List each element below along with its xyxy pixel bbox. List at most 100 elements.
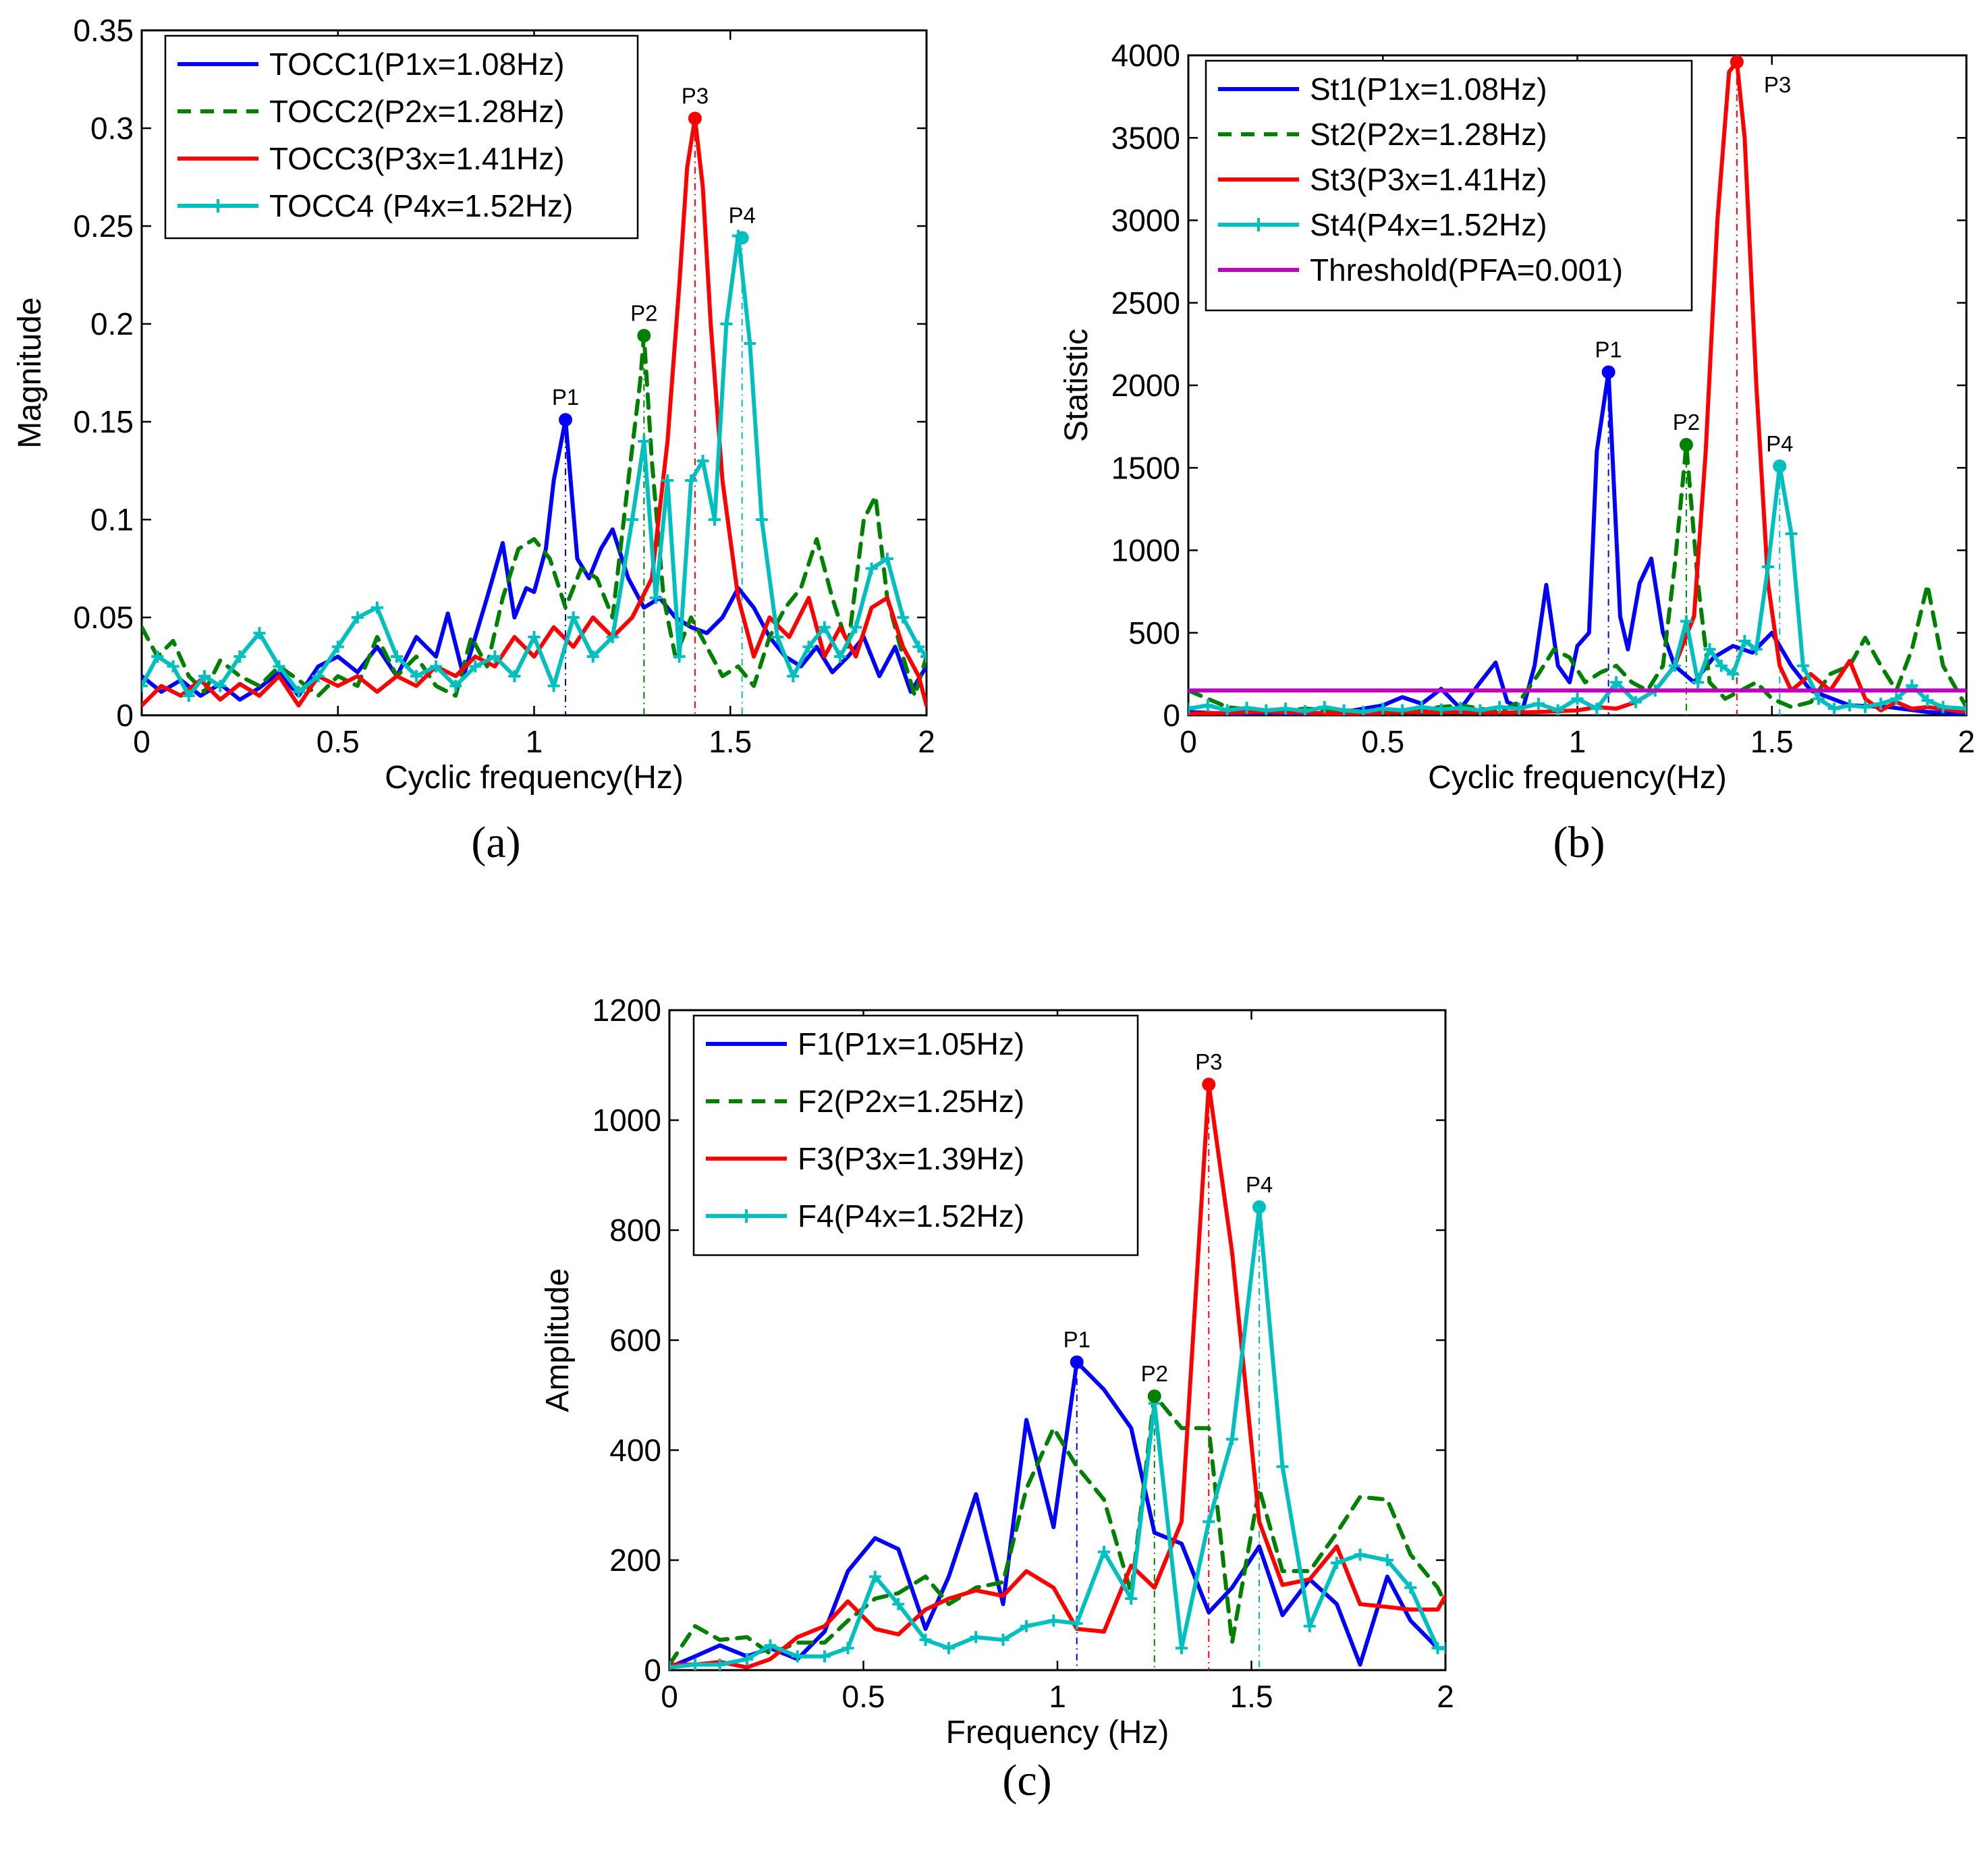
series-marker	[489, 651, 501, 663]
series-marker	[865, 562, 878, 575]
panel-label-c: (c)	[1002, 1756, 1051, 1805]
series-marker	[744, 337, 756, 350]
series-marker	[713, 1658, 726, 1670]
y-tick-label: 0.1	[90, 502, 134, 537]
series-marker	[1668, 659, 1681, 672]
series-marker	[1404, 1581, 1417, 1594]
y-tick-label: 1500	[1111, 450, 1180, 485]
series-marker	[834, 651, 847, 663]
series-marker	[787, 670, 800, 682]
series-marker	[818, 621, 831, 634]
y-axis-label: Statistic	[1059, 329, 1095, 442]
series-marker	[370, 601, 383, 614]
x-tick-label: 1	[1569, 724, 1586, 759]
peak-label-p4: P4	[1246, 1172, 1273, 1197]
peak-label-p3: P3	[682, 84, 709, 109]
legend-marker	[211, 199, 225, 213]
series-marker	[997, 1634, 1010, 1647]
series-marker	[508, 670, 521, 682]
series-marker	[214, 680, 227, 692]
peak-label-p1: P1	[1595, 337, 1622, 362]
series-marker	[586, 651, 599, 663]
series-marker	[1703, 643, 1716, 656]
series-line-3	[142, 116, 927, 708]
series-marker	[892, 1598, 905, 1611]
series-marker	[1396, 704, 1409, 715]
y-tick-label: 4000	[1111, 38, 1180, 73]
legend-marker	[1252, 218, 1265, 231]
series-marker	[1454, 702, 1467, 714]
peak-label-p3: P3	[1195, 1049, 1222, 1074]
legend-label-2: TOCC2(P2x=1.28Hz)	[269, 94, 565, 129]
series-marker	[142, 680, 148, 692]
series-group	[142, 116, 927, 708]
series-marker	[1415, 700, 1428, 713]
series-marker	[1844, 699, 1856, 712]
peak-marker-p4	[1252, 1200, 1266, 1214]
y-tick-label: 0.3	[90, 111, 134, 146]
series-marker	[819, 1650, 831, 1663]
series-marker	[696, 455, 709, 467]
series-marker	[430, 660, 443, 673]
panel-label-b: (b)	[1553, 818, 1605, 867]
series-marker	[1890, 692, 1903, 705]
y-tick-label: 1000	[592, 1103, 661, 1138]
series-marker	[1225, 1433, 1238, 1445]
series-marker	[841, 1642, 854, 1655]
chart-panel-a: 0 0.5 1 1.5 2 0 0.05 0.1 0.15 0.2 0.25 0.3 0.35 Cycli…	[12, 13, 935, 867]
series-line-2	[669, 1393, 1445, 1667]
x-tick-label: 2	[1437, 1679, 1454, 1714]
x-axis-label: Cyclic frequency(Hz)	[1428, 760, 1727, 796]
x-tick-label: 1.5	[1230, 1679, 1273, 1714]
series-marker	[897, 611, 910, 624]
series-marker	[1176, 1642, 1188, 1655]
y-tick-label: 1000	[1111, 533, 1180, 568]
series-marker	[1125, 1593, 1138, 1605]
x-tick-label: 0	[661, 1679, 678, 1714]
peak-marker-p4	[735, 231, 749, 245]
series-marker	[547, 680, 560, 692]
series-marker	[1571, 692, 1584, 705]
peak-marker-p4	[1773, 459, 1787, 473]
series-group	[669, 1082, 1445, 1670]
chart-panel-c: 0 0.5 1 1.5 2 0 200 400 600 800 1000 1200 Frequency …	[540, 993, 1454, 1805]
y-tick-label: 600	[609, 1323, 661, 1358]
y-tick-label: 0.35	[73, 13, 134, 48]
legend-label-1: St1(P1x=1.08Hz)	[1310, 72, 1547, 107]
series-marker	[606, 631, 619, 643]
series-marker	[1796, 659, 1809, 672]
series-marker	[1357, 706, 1370, 715]
y-tick-label: 500	[1128, 615, 1180, 651]
series-marker	[1279, 702, 1292, 715]
peak-marker-p3	[1730, 55, 1744, 69]
y-tick-label: 0	[116, 698, 134, 733]
series-marker	[661, 474, 674, 487]
series-marker	[1680, 615, 1692, 628]
series-marker	[791, 1650, 804, 1663]
peak-label-p2: P2	[1673, 410, 1700, 435]
series-marker	[669, 1661, 675, 1670]
series-marker	[755, 514, 768, 526]
y-tick-label: 2000	[1111, 368, 1180, 403]
peak-marker-p3	[688, 111, 702, 126]
series-marker	[1937, 700, 1950, 713]
series-group	[1188, 59, 1966, 715]
x-tick-label: 2	[1958, 724, 1975, 759]
series-marker	[1260, 704, 1273, 715]
peak-marker-p2	[1147, 1389, 1161, 1404]
legend-label-4: St4(P4x=1.52Hz)	[1310, 207, 1547, 242]
y-tick-label: 0.15	[73, 404, 134, 439]
series-marker	[182, 690, 195, 702]
series-marker	[1629, 696, 1642, 709]
series-marker	[1221, 704, 1234, 715]
series-marker	[1331, 1557, 1343, 1570]
series-marker	[1098, 1545, 1110, 1558]
series-marker	[1551, 704, 1564, 715]
series-marker	[850, 621, 862, 634]
peak-marker-p1	[1601, 365, 1616, 379]
series-marker	[1240, 702, 1253, 714]
series-marker	[1337, 704, 1350, 715]
series-marker	[469, 660, 482, 673]
series-line-3	[669, 1082, 1445, 1669]
series-marker	[1715, 659, 1728, 672]
